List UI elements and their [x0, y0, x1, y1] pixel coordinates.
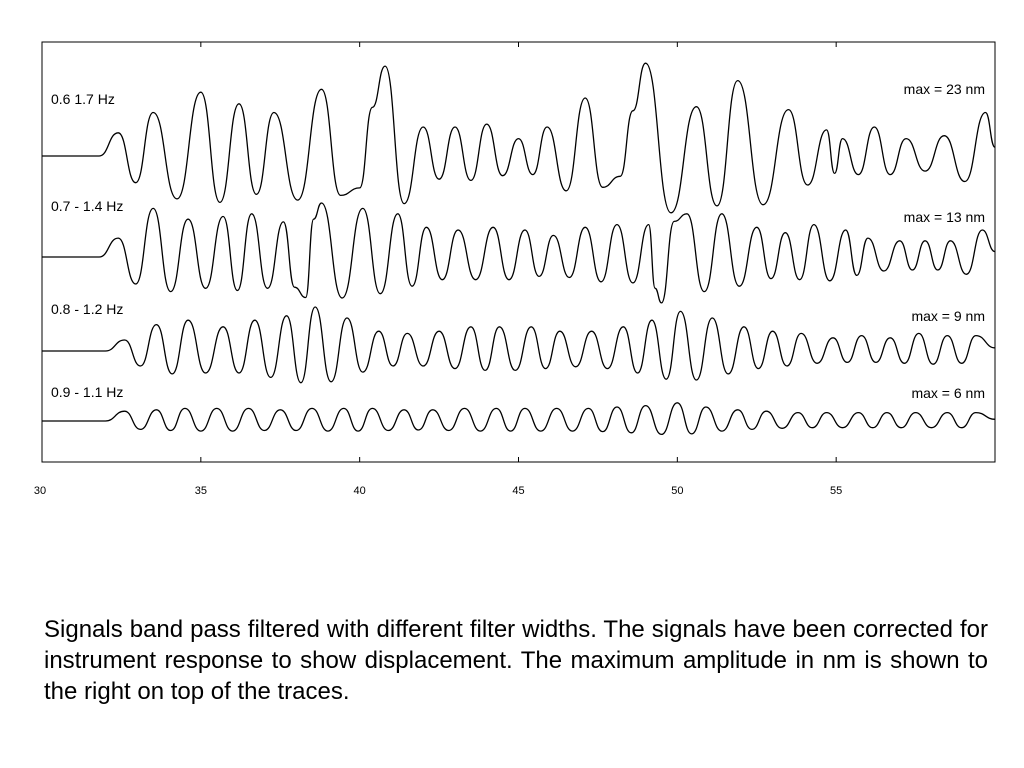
x-tick-label: 50 — [671, 485, 683, 497]
figure-caption: Signals band pass filtered with differen… — [44, 616, 988, 705]
trace-line — [41, 202, 996, 304]
x-tick-label: 55 — [830, 485, 842, 497]
x-tick-label: 45 — [512, 485, 524, 497]
trace-max-label: max = 6 nm — [911, 385, 985, 401]
seismogram-chart: 0.6 1.7 Hz max = 23 nm 0.7 - 1.4 Hz max = 1… — [34, 41, 996, 497]
trace-band-label: 0.6 1.7 Hz — [51, 91, 115, 107]
x-tick-label: 35 — [195, 485, 207, 497]
trace-max-label: max = 9 nm — [911, 308, 985, 324]
trace-band-label: 0.8 - 1.2 Hz — [51, 301, 123, 317]
x-tick-label: 40 — [354, 485, 366, 497]
trace-labels-group: 0.6 1.7 Hz max = 23 nm 0.7 - 1.4 Hz max = 1… — [51, 81, 985, 401]
trace-line — [41, 306, 996, 384]
trace-line — [41, 402, 996, 436]
x-tick-label: 30 — [34, 485, 46, 497]
trace-max-label: max = 13 nm — [904, 209, 985, 225]
trace-line — [41, 62, 996, 214]
traces-group — [41, 62, 996, 436]
trace-band-label: 0.9 - 1.1 Hz — [51, 384, 123, 400]
x-axis: 30 35 40 45 50 55 — [34, 42, 842, 497]
trace-band-label: 0.7 - 1.4 Hz — [51, 198, 123, 214]
trace-max-label: max = 23 nm — [904, 81, 985, 97]
plot-frame — [41, 41, 996, 463]
